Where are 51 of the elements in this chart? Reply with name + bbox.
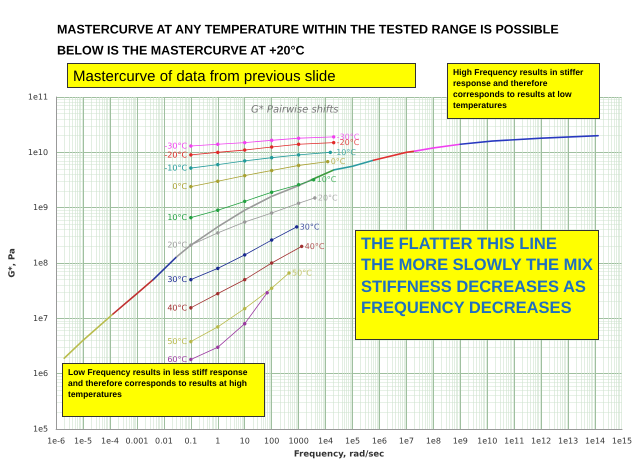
x-tick-label: 10 bbox=[240, 436, 250, 446]
x-tick-label: 1e13 bbox=[558, 436, 578, 446]
series-label: 20°C bbox=[167, 240, 188, 250]
series-label: 60°C bbox=[167, 355, 188, 364]
x-tick-label: 1e9 bbox=[452, 436, 468, 446]
y-tick-label: 1e10 bbox=[28, 148, 48, 157]
y-tick-label: 1e7 bbox=[32, 314, 48, 323]
annotation: -10°C bbox=[333, 148, 356, 157]
x-tick-label: 1e15 bbox=[612, 436, 632, 446]
note-box: Mastercurve of data from previous slide bbox=[67, 63, 416, 88]
x-tick-label: 1e11 bbox=[504, 436, 524, 446]
series-label: 10°C bbox=[167, 213, 188, 222]
series-label: 30°C bbox=[167, 275, 188, 284]
x-tick-label: 1000 bbox=[288, 436, 309, 446]
note-box: Low Frequency results in less stiff response and therefore corresponds to results at high temperatures bbox=[62, 363, 265, 417]
y-tick-label: 1e11 bbox=[28, 92, 48, 102]
y-tick-label: 1e9 bbox=[32, 203, 48, 212]
series-label: -20°C bbox=[164, 150, 188, 160]
x-tick-label: 1e14 bbox=[584, 436, 606, 446]
x-tick-label: 1e-5 bbox=[74, 436, 92, 446]
x-tick-label: 1e7 bbox=[398, 436, 414, 446]
chart-title: MASTERCURVE AT ANY TEMPERATURE WITHIN THE TESTED RANGE IS POSSIBLE BELOW IS THE MASTERCURVE AT +20°C bbox=[57, 22, 559, 58]
x-tick-label: 1 bbox=[215, 436, 220, 446]
series-label: 40°C bbox=[167, 303, 188, 312]
series-label: -30°C bbox=[164, 142, 188, 151]
x-tick-label: 1e6 bbox=[372, 436, 388, 446]
series-label: -10°C bbox=[164, 164, 188, 173]
x-tick-label: 100 bbox=[264, 436, 280, 446]
annotation: 30°C bbox=[300, 222, 320, 232]
y-tick-label: 1e8 bbox=[32, 258, 48, 268]
x-tick-label: 0.1 bbox=[184, 436, 198, 446]
x-tick-label: 1e-4 bbox=[100, 436, 119, 446]
x-tick-label: 1e-6 bbox=[47, 436, 66, 446]
series-label: 0°C bbox=[172, 182, 188, 192]
x-tick-label: 1e12 bbox=[531, 436, 552, 446]
x-tick-label: 1e10 bbox=[477, 436, 498, 446]
x-tick-label: 0.001 bbox=[125, 436, 148, 446]
y-tick-label: 1e5 bbox=[32, 424, 48, 434]
x-tick-label: 1e8 bbox=[426, 436, 441, 446]
annotation: 10°C bbox=[316, 175, 337, 184]
x-tick-label: 1e5 bbox=[344, 436, 360, 446]
x-tick-label: 0.01 bbox=[154, 436, 173, 446]
x-tick-label: 1e4 bbox=[318, 436, 334, 446]
y-axis-title: G*, Pa bbox=[8, 248, 18, 278]
x-axis-title: Frequency, rad/sec bbox=[294, 449, 384, 460]
note-box: High Frequency results in stiffer response and therefore corresponds to results at low temperatures bbox=[447, 63, 600, 119]
annotation: 40°C bbox=[304, 242, 325, 251]
note-box: THE FLATTER THIS LINE THE MORE SLOWLY THE MIX STIFFNESS DECREASES AS FREQUENCY DECREASES bbox=[355, 230, 599, 340]
y-tick-label: 1e6 bbox=[32, 369, 48, 378]
series-label: 50°C bbox=[167, 337, 188, 346]
annotation: 0°C bbox=[330, 157, 346, 166]
